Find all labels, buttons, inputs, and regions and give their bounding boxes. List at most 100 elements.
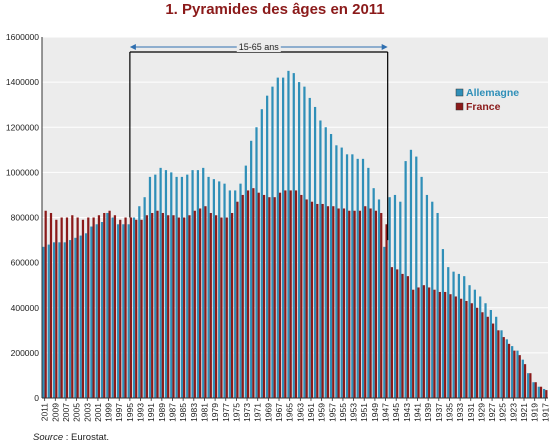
bar-allemagne-1965 (287, 70, 290, 398)
bar-france-1984 (188, 215, 191, 398)
bar-allemagne-1994 (132, 217, 136, 398)
x-tick-label: 1989 (157, 403, 167, 422)
bar-france-2008 (60, 217, 63, 398)
bar-allemagne-2001 (95, 224, 98, 398)
bar-france-1935 (449, 294, 452, 398)
bar-allemagne-1944 (399, 201, 402, 398)
bar-allemagne-1930 (473, 289, 476, 398)
bar-allemagne-1989 (159, 167, 162, 398)
bar-allemagne-1963 (297, 82, 301, 398)
bar-france-1930 (475, 307, 479, 398)
bar-allemagne-1992 (143, 197, 146, 398)
x-tick-label: 1971 (253, 403, 263, 422)
bar-allemagne-1953 (351, 154, 354, 398)
bar-allemagne-1918 (537, 386, 540, 398)
legend-swatch-allemagne (455, 88, 464, 97)
bar-allemagne-1999 (106, 212, 109, 398)
bar-france-2002 (92, 217, 95, 398)
x-tick-label: 1991 (146, 403, 156, 422)
bar-france-1955 (342, 208, 346, 398)
bar-france-1972 (252, 188, 255, 398)
bar-france-1987 (172, 215, 175, 398)
bar-france-1941 (417, 287, 420, 398)
bar-france-1957 (332, 206, 335, 398)
bar-france-1986 (177, 217, 180, 398)
bar-allemagne-1957 (329, 134, 333, 399)
bar-france-1926 (497, 330, 500, 398)
x-tick-label: 1955 (338, 403, 348, 422)
bar-allemagne-1940 (420, 176, 423, 398)
x-tick-label: 1963 (295, 403, 305, 422)
bar-france-1962 (305, 199, 308, 398)
bar-allemagne-1961 (308, 97, 311, 398)
bar-france-2000 (103, 212, 106, 398)
bar-allemagne-1983 (191, 170, 194, 398)
bar-allemagne-1998 (111, 217, 114, 398)
bar-france-1933 (460, 298, 463, 398)
legend: Allemagne France (455, 87, 519, 113)
bar-france-1923 (513, 350, 516, 398)
x-tick-label: 1939 (423, 403, 433, 422)
bar-france-1988 (167, 215, 170, 398)
x-tick-label: 1983 (189, 403, 199, 422)
bar-allemagne-1949 (372, 188, 375, 398)
bar-france-1966 (284, 190, 287, 398)
x-tick-label: 1923 (508, 403, 518, 422)
bar-france-1979 (214, 215, 218, 398)
x-tick-label: 1953 (349, 403, 359, 422)
bar-france-1920 (529, 373, 532, 398)
bar-allemagne-1982 (196, 170, 200, 398)
bar-france-1974 (241, 194, 244, 398)
bar-allemagne-2008 (58, 242, 61, 398)
y-tick-label: 1600000 (6, 32, 39, 42)
bar-allemagne-1967 (276, 77, 279, 399)
bar-allemagne-1991 (148, 176, 152, 398)
bar-allemagne-1973 (244, 165, 247, 398)
bar-france-1980 (209, 212, 212, 398)
y-axis: 0 200000 400000 600000 800000 1000000 1200000 1… (6, 32, 39, 403)
bar-allemagne-2002 (90, 226, 93, 398)
bar-allemagne-1980 (207, 176, 210, 398)
bar-allemagne-1996 (122, 224, 125, 398)
bar-france-1924 (507, 343, 511, 398)
bar-france-1937 (438, 291, 441, 398)
bar-france-1982 (199, 208, 202, 398)
bar-france-1952 (358, 210, 362, 398)
bar-france-2001 (97, 215, 101, 398)
bar-france-1939 (428, 287, 431, 398)
bar-france-1999 (108, 210, 111, 398)
bar-allemagne-1984 (186, 174, 189, 398)
bar-allemagne-1946 (388, 197, 391, 398)
x-tick-label: 1981 (199, 403, 209, 422)
bar-france-2005 (76, 217, 79, 398)
bar-allemagne-1933 (457, 273, 461, 398)
x-tick-label: 1967 (274, 403, 284, 422)
bar-allemagne-1923 (511, 346, 514, 398)
bar-allemagne-1977 (223, 183, 226, 398)
bar-allemagne-2006 (68, 240, 72, 398)
bar-allemagne-1988 (164, 170, 168, 398)
bar-allemagne-1954 (345, 154, 349, 398)
bar-france-1964 (294, 190, 298, 398)
bar-france-1946 (390, 267, 394, 398)
x-tick-label: 1929 (476, 403, 486, 422)
bar-france-1919 (534, 382, 537, 398)
y-tick-label: 200000 (11, 348, 40, 358)
x-tick-label: 1987 (167, 403, 177, 422)
bar-allemagne-1937 (436, 212, 439, 398)
bar-france-1948 (380, 212, 383, 398)
x-axis: 2011 2009 2007 2005 2003 2001 1999 1997 1995 1993… (40, 37, 550, 422)
bar-france-1965 (289, 190, 292, 398)
x-tick-label: 1925 (498, 403, 508, 422)
bar-france-1917 (545, 390, 548, 398)
bar-france-1981 (204, 206, 207, 398)
y-tick-label: 400000 (11, 303, 40, 313)
bar-allemagne-1932 (463, 276, 466, 398)
bar-allemagne-1931 (468, 285, 471, 398)
x-tick-label: 1933 (455, 403, 465, 422)
bar-france-1918 (539, 386, 543, 398)
x-tick-label: 1975 (231, 403, 241, 422)
bar-france-2004 (81, 219, 85, 398)
bar-france-2003 (87, 217, 90, 398)
legend-swatch-france (455, 102, 464, 111)
